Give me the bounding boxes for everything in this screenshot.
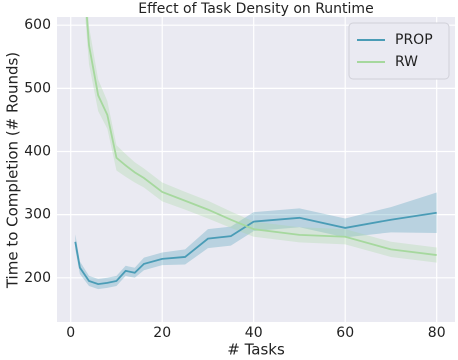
confidence-band — [85, 17, 437, 263]
legend: PROP RW — [348, 22, 450, 80]
confidence-band — [75, 192, 437, 290]
series-line — [85, 17, 437, 256]
grid — [57, 17, 455, 322]
x-tick-label: 40 — [245, 325, 263, 341]
legend-box — [348, 22, 450, 80]
x-tick-label: 60 — [336, 325, 354, 341]
series-line — [74, 211, 437, 286]
legend-label: RW — [395, 54, 418, 70]
y-tick-label: 400 — [24, 144, 51, 160]
y-tick-label: 300 — [24, 207, 51, 223]
y-tick-label: 200 — [24, 270, 51, 286]
x-tick-label: 80 — [428, 325, 446, 341]
x-axis-label: # Tasks — [227, 341, 285, 359]
x-tick-label: 20 — [153, 325, 171, 341]
y-tick-label: 600 — [24, 17, 51, 33]
y-tick-label: 500 — [24, 80, 51, 96]
chart-title: Effect of Task Density on Runtime — [138, 1, 373, 17]
plot — [74, 17, 437, 290]
y-axis-label: Time to Completion (# Rounds) — [4, 52, 22, 289]
legend-label: PROP — [395, 32, 433, 48]
x-tick-label: 0 — [66, 325, 75, 341]
